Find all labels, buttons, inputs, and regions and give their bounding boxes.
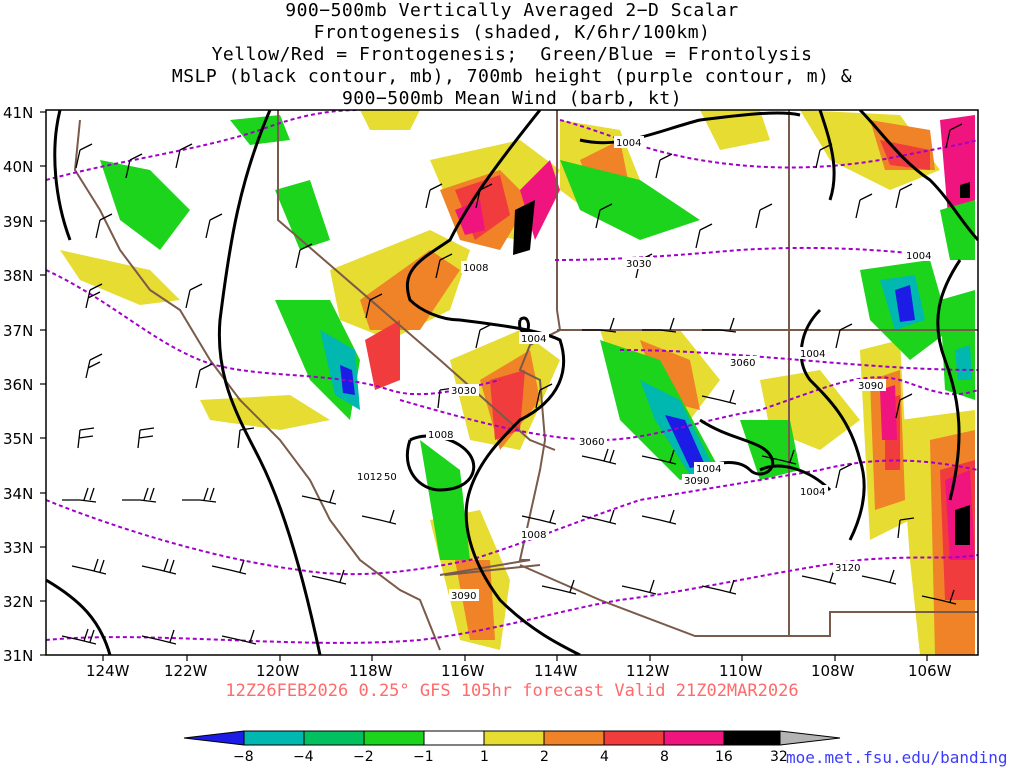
colorbar-label: 16	[715, 749, 733, 765]
mslp-label: 1004	[521, 334, 546, 345]
colorbar-label: 32	[770, 749, 788, 765]
height-label: 50	[384, 472, 397, 483]
colorbar-label: −2	[353, 749, 374, 765]
colorbar-swatch	[724, 731, 780, 745]
frontogenesis-shading	[60, 110, 975, 655]
lon-label: 122W	[164, 662, 208, 680]
height-label: 3090	[858, 381, 883, 392]
colorbar-swatch	[304, 731, 364, 745]
map-title: 900−500mb Vertically Averaged 2−D Scalar…	[0, 0, 1024, 110]
height-label: 3030	[451, 386, 476, 397]
colorbar-swatch	[424, 731, 484, 745]
title-line-1: 900−500mb Vertically Averaged 2−D Scalar	[285, 0, 739, 21]
colorbar: −8 −4 −2 −1 1 2 4 8 16 32	[183, 730, 841, 765]
colorbar-swatch	[604, 731, 664, 745]
lon-label: 118W	[349, 662, 393, 680]
longitude-axis: 124W 122W 120W 118W 116W 114W 112W 110W …	[86, 655, 952, 680]
lon-label: 106W	[908, 662, 952, 680]
colorbar-label: 2	[540, 749, 549, 765]
mslp-label: 1008	[428, 430, 453, 441]
colorbar-label: 8	[660, 749, 669, 765]
height-label: 3090	[684, 476, 709, 487]
colorbar-swatch	[780, 731, 840, 745]
lat-label: 31N	[3, 647, 33, 665]
mslp-label: 1004	[616, 138, 641, 149]
map-frame	[45, 109, 979, 656]
colorbar-swatch	[184, 731, 244, 745]
colorbar-swatch	[664, 731, 724, 745]
colorbar-swatch	[244, 731, 304, 745]
lon-label: 110W	[719, 662, 763, 680]
lon-label: 124W	[86, 662, 130, 680]
height-contours	[46, 110, 978, 644]
lat-label: 32N	[3, 593, 33, 611]
colorbar-swatch	[364, 731, 424, 745]
mslp-contours	[46, 110, 978, 655]
height-label: 3120	[835, 563, 860, 574]
lat-label: 34N	[3, 485, 33, 503]
colorbar-label: −4	[293, 749, 314, 765]
wind-barbs	[61, 123, 963, 645]
title-line-5: 900−500mb Mean Wind (barb, kt)	[341, 88, 683, 109]
lat-label: 33N	[3, 539, 33, 557]
lat-label: 37N	[3, 322, 33, 340]
title-line-4: MSLP (black contour, mb), 700mb height (…	[171, 66, 853, 87]
lon-label: 116W	[441, 662, 485, 680]
colorbar-label: 4	[600, 749, 609, 765]
title-line-3: Yellow/Red = Frontogenesis; Green/Blue =…	[211, 44, 813, 65]
contour-labels: 1004 1008 1004 1008 1012 1004 1004 1008 …	[355, 136, 934, 602]
height-label: 3090	[451, 591, 476, 602]
colorbar-swatch	[544, 731, 604, 745]
mslp-label: 1004	[696, 464, 721, 475]
height-label: 3030	[626, 259, 651, 270]
lat-label: 38N	[3, 267, 33, 285]
mslp-label: 1012	[357, 472, 382, 483]
colorbar-swatch	[484, 731, 544, 745]
forecast-valid-time: 12Z26FEB2026 0.25° GFS 105hr forecast Va…	[225, 681, 799, 701]
mslp-label: 1008	[463, 263, 488, 274]
title-line-2: Frontogenesis (shaded, K/6hr/100km)	[313, 22, 711, 43]
lon-label: 120W	[256, 662, 300, 680]
mslp-label: 1004	[800, 487, 825, 498]
lon-label: 114W	[534, 662, 578, 680]
colorbar-label: −8	[233, 749, 254, 765]
lat-label: 40N	[3, 158, 33, 176]
lon-label: 108W	[811, 662, 855, 680]
source-credit-link[interactable]: moe.met.fsu.edu/banding	[786, 748, 1008, 767]
political-borders	[73, 110, 978, 651]
latitude-axis: 41N 40N 39N 38N 37N 36N 35N 34N 33N 32N …	[3, 104, 46, 665]
lon-label: 112W	[626, 662, 670, 680]
lat-label: 35N	[3, 430, 33, 448]
lat-label: 36N	[3, 376, 33, 394]
mslp-label: 1008	[521, 530, 546, 541]
lat-label: 41N	[3, 104, 33, 122]
colorbar-label: −1	[413, 749, 434, 765]
lat-label: 39N	[3, 213, 33, 231]
mslp-label: 1004	[906, 251, 931, 262]
height-label: 3060	[579, 437, 604, 448]
mslp-label: 1004	[800, 349, 825, 360]
colorbar-label: 1	[480, 749, 489, 765]
height-label: 3060	[730, 358, 755, 369]
